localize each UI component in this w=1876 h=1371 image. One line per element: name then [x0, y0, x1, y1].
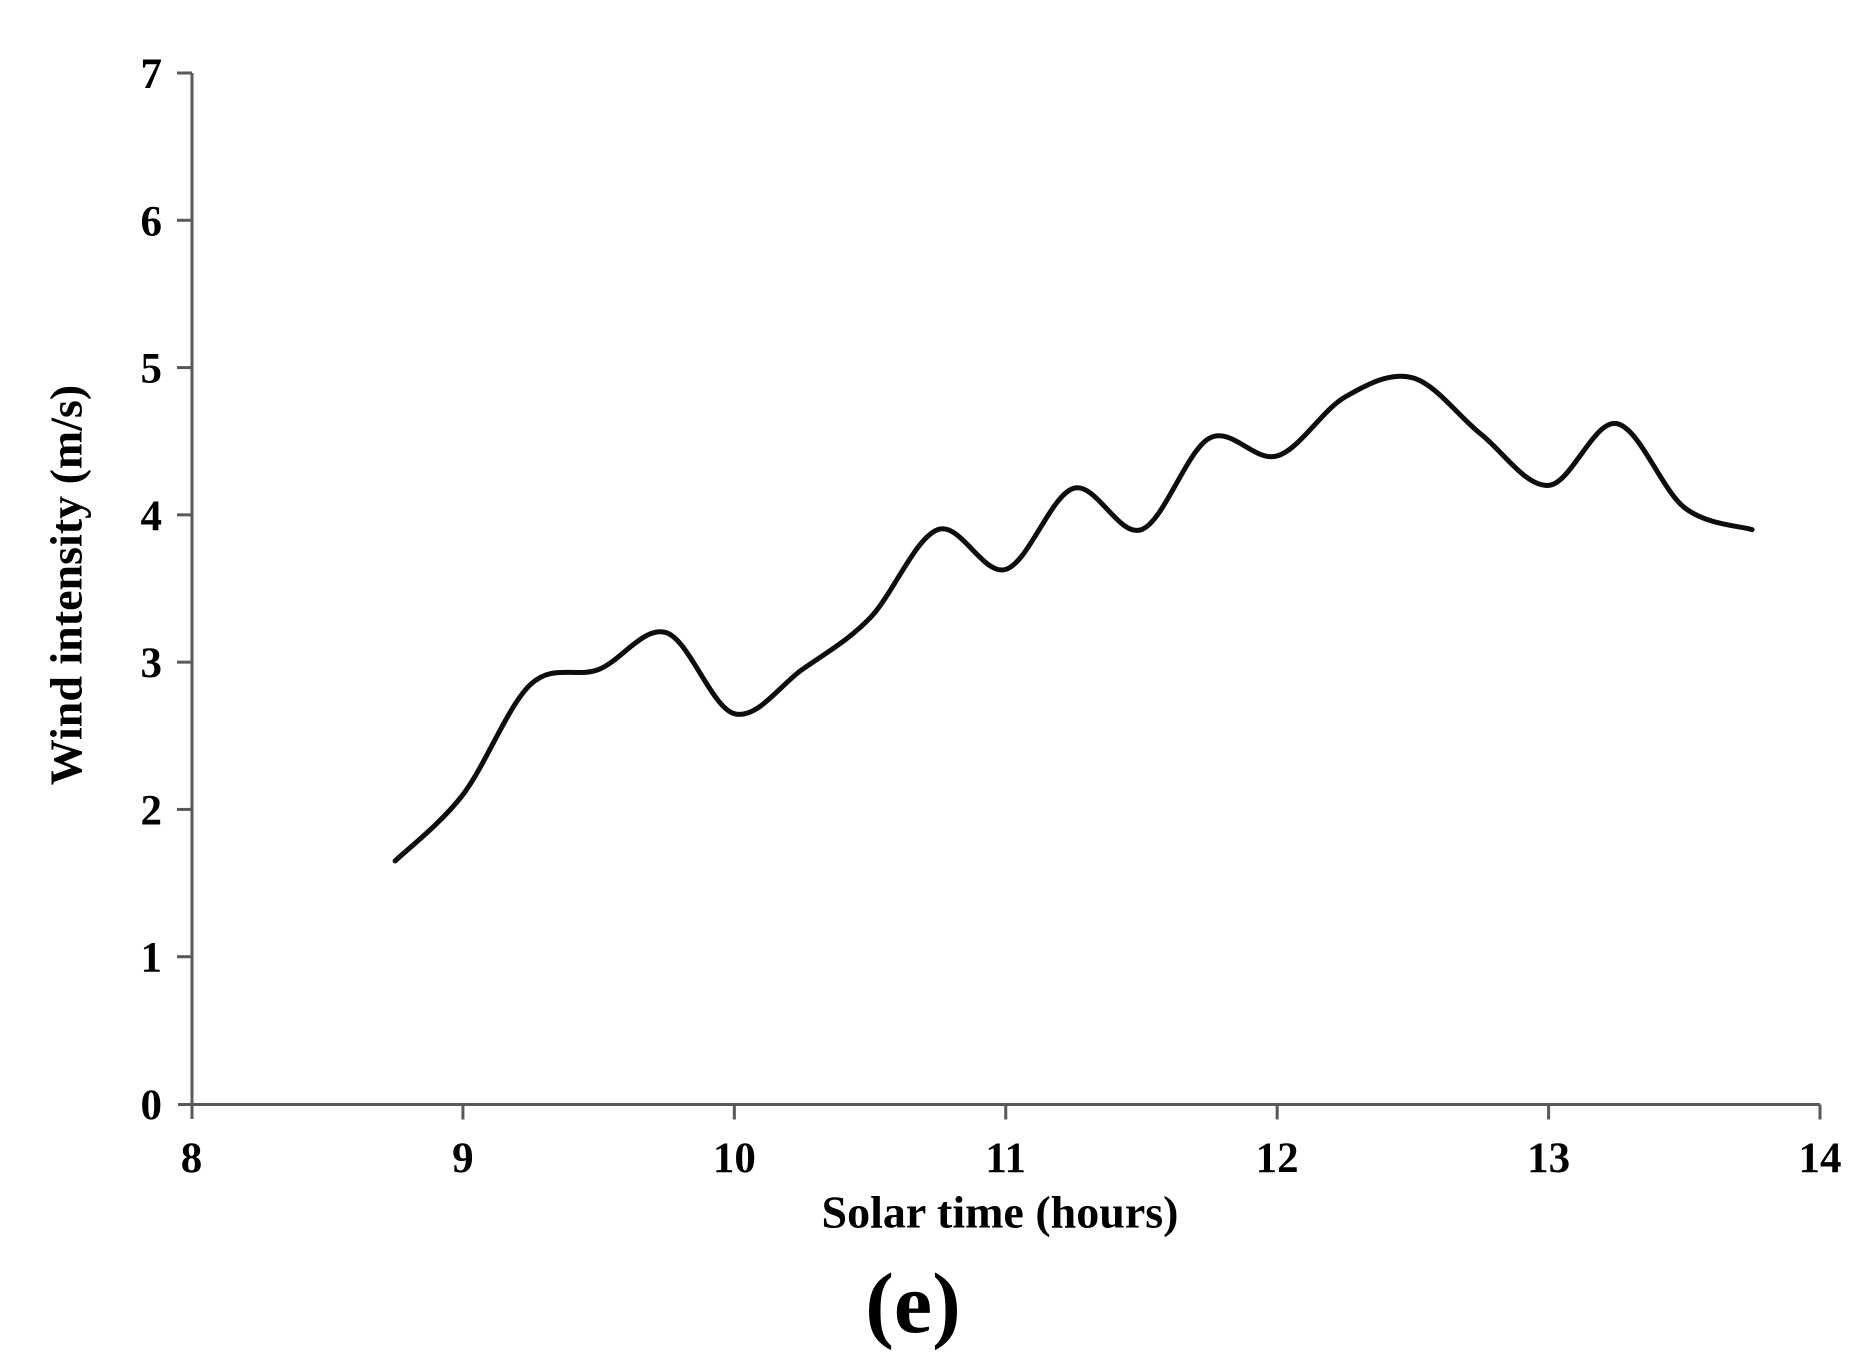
- y-tick-label: 2: [141, 787, 163, 834]
- y-tick-label: 3: [141, 640, 163, 687]
- x-tick-label: 8: [181, 1135, 203, 1182]
- x-tick-label: 10: [713, 1135, 756, 1182]
- x-tick-label: 12: [1256, 1135, 1299, 1182]
- x-tick-label: 14: [1799, 1135, 1842, 1182]
- figure-caption: (e): [865, 1255, 961, 1351]
- y-tick-label: 7: [141, 51, 163, 98]
- x-axis-title: Solar time (hours): [821, 1186, 1179, 1238]
- y-axis-title: Wind intensity (m/s): [40, 384, 92, 786]
- y-tick-label: 0: [141, 1082, 163, 1129]
- x-tick-label: 9: [452, 1135, 474, 1182]
- x-tick-label: 13: [1527, 1135, 1570, 1182]
- x-tick-label: 11: [985, 1135, 1026, 1182]
- y-tick-label: 5: [141, 346, 163, 393]
- y-tick-label: 1: [141, 935, 163, 982]
- y-tick-label: 4: [141, 493, 163, 540]
- wind-intensity-line: [392, 373, 1755, 864]
- y-tick-label: 6: [141, 198, 163, 245]
